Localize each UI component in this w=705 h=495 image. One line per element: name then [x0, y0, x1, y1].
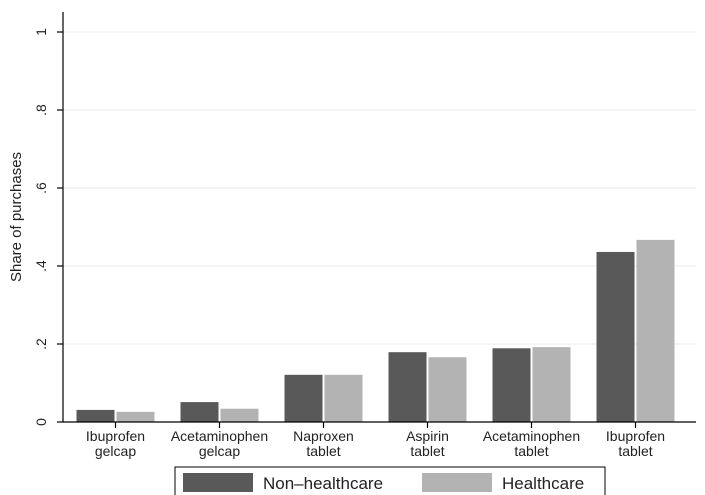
- bar-healthcare: [220, 408, 259, 422]
- x-category-label: Ibuprofen: [606, 428, 665, 444]
- x-category-label: Aspirin: [406, 428, 449, 444]
- bar-non-healthcare: [492, 348, 531, 422]
- gridlines: [63, 31, 696, 345]
- y-tick-label: .8: [33, 104, 49, 116]
- x-category-label: Acetaminophen: [171, 428, 268, 444]
- x-category-label: Naproxen: [293, 428, 354, 444]
- x-category-label: tablet: [618, 443, 652, 459]
- bar-healthcare: [116, 411, 155, 422]
- bar-healthcare: [428, 357, 467, 422]
- x-category-label: tablet: [306, 443, 340, 459]
- x-category-labels: IbuprofengelcapAcetaminophengelcapNaprox…: [86, 422, 665, 459]
- bar-healthcare: [636, 239, 675, 422]
- y-tick-label: 0: [33, 418, 49, 426]
- x-category-label: gelcap: [95, 443, 136, 459]
- x-category-label: tablet: [514, 443, 548, 459]
- bars: [76, 239, 675, 422]
- y-axis-title: Share of purchases: [8, 152, 25, 282]
- bar-healthcare: [324, 374, 363, 422]
- x-category-label: Ibuprofen: [86, 428, 145, 444]
- bar-non-healthcare: [180, 402, 219, 422]
- x-category-label: Acetaminophen: [483, 428, 580, 444]
- bar-non-healthcare: [76, 409, 115, 422]
- bar-non-healthcare: [388, 352, 427, 422]
- y-tick-label: 1: [33, 28, 49, 36]
- x-category-label: gelcap: [199, 443, 240, 459]
- y-tick-label: .2: [33, 338, 49, 350]
- y-ticks: 0 .2 .4 .6 .8 1: [33, 28, 63, 426]
- legend-label-non-healthcare: Non–healthcare: [263, 474, 383, 493]
- y-tick-label: .6: [33, 182, 49, 194]
- bar-healthcare: [532, 347, 571, 422]
- legend-swatch-non-healthcare: [183, 473, 253, 492]
- bar-non-healthcare: [284, 374, 323, 422]
- x-category-label: tablet: [410, 443, 444, 459]
- legend: Non–healthcare Healthcare: [174, 466, 606, 495]
- y-tick-label: .4: [33, 260, 49, 272]
- legend-label-healthcare: Healthcare: [502, 474, 584, 493]
- bar-non-healthcare: [596, 251, 635, 422]
- legend-swatch-healthcare: [422, 473, 492, 492]
- axes: [62, 12, 696, 423]
